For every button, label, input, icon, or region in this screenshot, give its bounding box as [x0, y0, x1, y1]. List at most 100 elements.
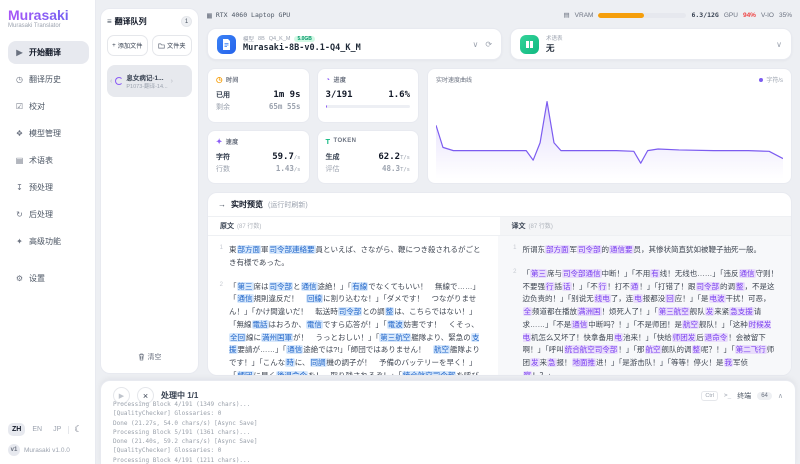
paragraph: 1 所谓东部方面军司令部的通信要员，其惨状简直犹如被鞭子抽死一般。: [510, 244, 780, 257]
log-line: Processing Block 4/191 (1349 chars)...: [113, 401, 251, 408]
add-folder-button[interactable]: 文件夹: [151, 35, 192, 56]
sidebar-item-label: 模型管理: [29, 129, 61, 139]
sidebar: Murasaki Murasaki Translator ▶ 开始翻译 ◷ 翻译…: [0, 0, 96, 464]
model-size-badge: 5.0GB: [294, 36, 315, 42]
log-line: Processing Block 5/191 (1361 chars)...: [113, 428, 251, 436]
resume-button[interactable]: ▶: [113, 387, 130, 404]
paragraph-text: 所谓东部方面军司令部的通信要员，其惨状简直犹如被鞭子抽死一般。: [522, 245, 761, 254]
vram-value: 6.3/12G: [691, 11, 719, 19]
terminal-count-badge: 64: [757, 391, 772, 400]
sidebar-item-label: 翻译历史: [29, 75, 61, 85]
remaining-value: 65m 55s: [268, 102, 301, 111]
glossary-highlight: 整: [691, 345, 701, 355]
import-icon: ↧: [16, 183, 23, 193]
book-icon: ▤: [15, 156, 24, 166]
log-line: [QualityChecker] Glossaries: 0: [113, 410, 222, 418]
sidebar-item-postprocess[interactable]: ↻ 后处理: [8, 203, 89, 226]
glossary-highlight: 時: [285, 358, 295, 367]
progress-percent: 1.6%: [388, 90, 410, 100]
source-text-column[interactable]: 1 東部方面軍司令部連絡要員といえば、さながら、鞭につき殺されるがごとき有様であっ…: [208, 236, 498, 375]
glossary-highlight: 司令部: [268, 281, 293, 291]
sidebar-item-label: 开始翻译: [29, 48, 61, 58]
vram-label: VRAM: [574, 11, 594, 19]
main-content: ▦ RTX 4060 Laptop GPU ▤ VRAM 6.3/12G GPU…: [203, 0, 800, 380]
glossary-highlight: 後退命令: [276, 370, 308, 375]
line-number: 2: [513, 268, 517, 275]
sidebar-item-preprocess[interactable]: ↧ 预处理: [8, 176, 89, 199]
log-lines[interactable]: Processing Block 4/191 (1349 chars)... [Q…: [113, 400, 783, 464]
vram-bar-fill: [598, 12, 645, 18]
check-icon: ☑: [15, 102, 24, 112]
refresh-icon[interactable]: ⟳: [485, 39, 493, 49]
redo-icon: ↻: [16, 210, 23, 220]
glossary-highlight: 司令部連絡要: [268, 245, 316, 254]
glossary-highlight: 航空: [433, 345, 451, 355]
glossary-highlight: 整: [384, 307, 395, 316]
lang-jp-button[interactable]: JP: [53, 426, 62, 433]
sidebar-item-advanced[interactable]: ✦ 高级功能: [8, 230, 89, 253]
play-icon: ▶: [118, 392, 125, 400]
sidebar-item-settings[interactable]: ⚙ 设置: [8, 267, 89, 290]
log-line: [QualityChecker] Glossaries: 0: [113, 447, 222, 455]
glossary-highlight: 司令部: [695, 281, 720, 291]
terminal-icon: >_: [723, 392, 732, 399]
chevron-up-icon[interactable]: ∧: [777, 392, 783, 400]
queue-item[interactable]: ‹ 息女病记-1... P1073-翻译-14... ›: [107, 65, 192, 97]
model-selector[interactable]: 模型 8B Q4_K_M 5.0GB Murasaki-8B-v0.1-Q4_K…: [207, 28, 503, 60]
chevron-left-icon[interactable]: ‹: [110, 77, 113, 85]
model-file-icon: [217, 34, 236, 54]
glossary-highlight: 第三: [530, 268, 547, 278]
glossary-highlight: 航空: [644, 345, 662, 355]
chars-speed: 59.7/s: [272, 151, 301, 162]
processing-status: 处理中 1/1: [161, 391, 199, 400]
glossary-highlight: 整: [735, 281, 745, 291]
eval-speed: 48.3T/s: [382, 163, 410, 173]
glossary-highlight: 全: [522, 307, 532, 316]
clear-queue-button[interactable]: 清空: [107, 348, 192, 366]
queue-title: 翻译队列: [114, 17, 147, 26]
sidebar-item-start-translate[interactable]: ▶ 开始翻译: [8, 41, 89, 65]
remaining-label: 剩余: [216, 104, 230, 111]
glossary-highlight: 部方面: [236, 245, 261, 254]
glossary-highlight: 通信: [300, 281, 318, 291]
speed-stat-card: ✦ 速度 字符 59.7/s 行数 1.43/s: [207, 129, 310, 184]
glossary-highlight: 我: [723, 358, 733, 367]
glossary-highlight: 满洲国: [577, 307, 602, 316]
dark-mode-toggle-icon[interactable]: ☾: [74, 424, 83, 434]
add-file-button[interactable]: + 添加文件: [107, 35, 148, 56]
glossary-highlight: 同調: [309, 358, 327, 367]
glossary-highlight: 时候发电: [522, 319, 772, 342]
paragraph-text: 東部方面軍司令部連絡要員といえば、さながら、鞭につき殺されるがごとき有様であった…: [229, 245, 481, 267]
trash-icon: [138, 353, 144, 361]
progress-bar-fill: [325, 105, 327, 108]
glossary-highlight: 发: [530, 358, 540, 367]
lang-zh-button[interactable]: ZH: [8, 423, 26, 436]
queue-item-subtitle: P1073-翻译-14...: [126, 84, 168, 90]
chevron-down-icon[interactable]: ∨: [776, 39, 782, 49]
terminal-label: 终端: [737, 392, 752, 400]
log-line: Processing Block 4/191 (1211 chars)...: [113, 456, 251, 464]
arrow-right-icon: →: [218, 200, 226, 209]
sidebar-item-label: 校对: [29, 102, 45, 112]
chevron-right-icon[interactable]: ›: [170, 77, 173, 85]
sidebar-item-glossary[interactable]: ▤ 术语表: [8, 149, 89, 172]
gpu-name-text: RTX 4060 Laptop GPU: [215, 11, 291, 19]
sidebar-item-model-manage[interactable]: ❖ 模型管理: [8, 122, 89, 145]
glossary-highlight: 电: [613, 332, 623, 342]
lines-speed: 1.43/s: [275, 163, 301, 173]
sparkle-icon: ✦: [16, 237, 23, 247]
lang-en-button[interactable]: EN: [32, 426, 43, 433]
chevron-down-icon[interactable]: ∨: [472, 39, 479, 49]
stop-button[interactable]: ×: [137, 387, 154, 404]
sidebar-item-history[interactable]: ◷ 翻译历史: [8, 68, 89, 91]
live-preview-panel: → 实时预览 (运行时刷新) 原文 (87 行数) 译文 (87 行数) 1 東部方面…: [207, 192, 792, 376]
token-icon: T: [325, 136, 331, 146]
glossary-highlight: 電波: [386, 319, 404, 329]
glossary-selector[interactable]: 术语表 无 ∨: [510, 28, 792, 60]
app-subtitle: Murasaki Translator: [8, 23, 61, 30]
log-line: Done (21.27s, 54.0 chars/s) [Async Save]: [113, 419, 258, 427]
sidebar-item-proofread[interactable]: ☑ 校对: [8, 95, 89, 118]
vram-icon: ▤: [563, 12, 570, 19]
glossary-highlight: 话: [562, 281, 572, 291]
target-text-column[interactable]: 1 所谓东部方面军司令部的通信要员，其惨状简直犹如被鞭子抽死一般。 2 「第三席与司令…: [497, 236, 791, 375]
